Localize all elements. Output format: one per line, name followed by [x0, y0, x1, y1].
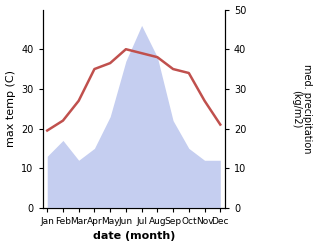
- Y-axis label: max temp (C): max temp (C): [5, 70, 16, 147]
- Y-axis label: med. precipitation
(kg/m2): med. precipitation (kg/m2): [291, 64, 313, 153]
- X-axis label: date (month): date (month): [93, 231, 175, 242]
